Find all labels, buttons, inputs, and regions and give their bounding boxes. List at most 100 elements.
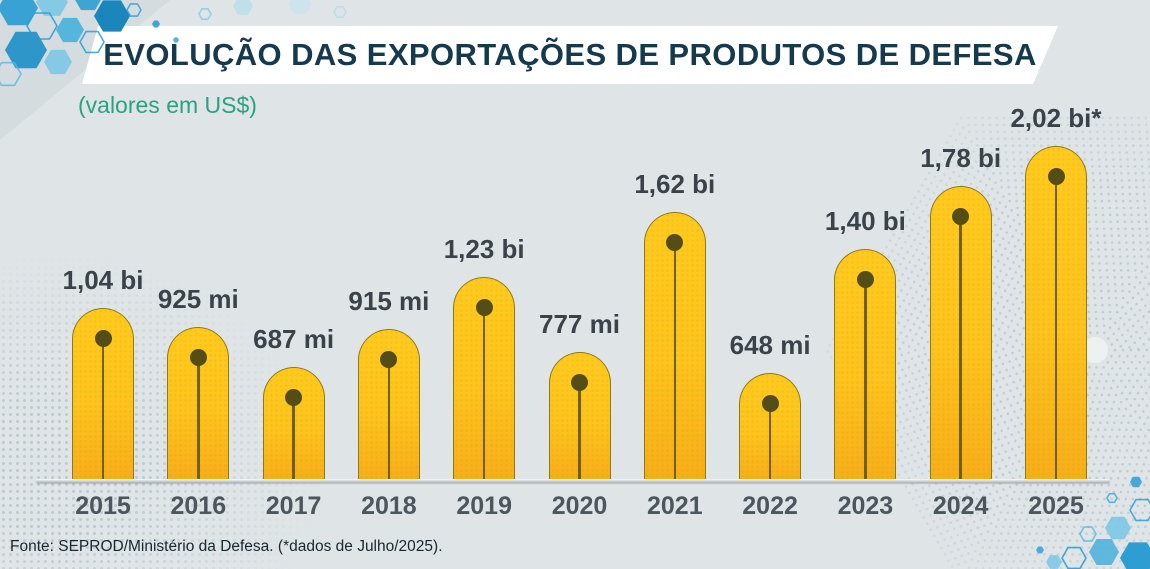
hexagon-icon — [26, 12, 58, 40]
bar-2023 — [834, 249, 897, 481]
hexagon-icon — [198, 8, 212, 21]
bar-group-2017: 687 mi — [234, 0, 354, 481]
x-axis-label: 2016 — [170, 492, 227, 520]
x-axis-label: 2019 — [456, 492, 512, 520]
bar-2016 — [167, 327, 230, 481]
pin-stem — [101, 339, 105, 481]
hexagon-icon — [1105, 516, 1131, 540]
bar-group-2025: 2,02 bi* — [996, 0, 1116, 481]
hexagon-icon — [1130, 476, 1142, 488]
x-axis-label: 2018 — [361, 492, 417, 520]
pin-marker-icon — [666, 234, 684, 251]
bar-2018 — [357, 329, 420, 481]
hexagon-icon — [56, 17, 84, 43]
bar-2019 — [453, 277, 516, 481]
title-banner: EVOLUÇÃO DAS EXPORTAÇÕES DE PRODUTOS DE … — [82, 26, 1058, 84]
bar-value-label: 2,02 bi* — [1010, 103, 1102, 133]
bar-group-2020: 777 mi — [520, 0, 640, 481]
bar-value-label: 1,04 bi — [62, 265, 144, 295]
hexagon-icon — [1079, 526, 1097, 542]
halftone-ring — [1017, 282, 1150, 418]
halftone-ring — [913, 192, 1150, 508]
pin-stem — [482, 308, 486, 481]
hexagon-icon — [288, 0, 312, 15]
pin-marker-icon — [380, 351, 398, 368]
page-title: EVOLUÇÃO DAS EXPORTAÇÕES DE PRODUTOS DE … — [103, 37, 1037, 72]
hexagon-icon — [1036, 546, 1044, 554]
pin-marker-icon — [952, 208, 970, 225]
halftone-ring — [1025, 289, 1150, 411]
pin-marker-icon — [761, 395, 779, 412]
bar-group-2016: 925 mi — [138, 0, 258, 481]
halftone-ring — [1049, 310, 1141, 390]
halftone-ring — [1073, 331, 1117, 369]
bar-group-2022: 648 mi — [710, 0, 830, 481]
bar-value-label: 1,62 bi — [634, 169, 716, 199]
chart-subtitle: (valores em US$) — [78, 92, 257, 118]
halftone-ring — [1009, 276, 1150, 425]
bar-value-label: 1,40 bi — [824, 206, 906, 236]
bar-2025 — [1025, 146, 1087, 481]
pin-stem — [197, 358, 200, 481]
bar-2021 — [643, 212, 706, 481]
x-axis-label: 2015 — [75, 492, 131, 520]
bar-group-2024: 1,78 bi — [901, 0, 1021, 481]
hexagon-icon — [0, 61, 22, 87]
bar-value-label: 648 mi — [729, 330, 811, 360]
hexagon-icon — [126, 3, 142, 17]
bar-group-2019: 1,23 bi — [424, 0, 544, 481]
hexagon-icon — [94, 0, 130, 32]
x-axis-label: 2023 — [837, 492, 894, 520]
hexagon-icon — [1046, 555, 1062, 569]
hexagon-icon — [44, 49, 72, 75]
halftone-ring — [985, 255, 1150, 445]
pin-marker-icon — [1047, 168, 1065, 185]
hexagon-icon — [75, 0, 101, 11]
halftone-ring — [1057, 317, 1133, 383]
bar-group-2023: 1,40 bi — [805, 0, 925, 481]
bar-value-label: 687 mi — [253, 324, 335, 354]
bar-2022 — [739, 373, 802, 481]
halftone-ring — [993, 262, 1150, 438]
hexagon-icon — [173, 37, 179, 43]
halftone-ring — [1001, 269, 1150, 432]
source-note: Fonte: SEPROD/Ministério da Defesa. (*da… — [10, 538, 443, 555]
hexagon-icon — [5, 31, 47, 69]
hexagon-icon — [1106, 492, 1118, 504]
pin-stem — [673, 243, 677, 481]
bar-value-label: 1,78 bi — [920, 143, 1002, 173]
pin-stem — [768, 404, 772, 481]
x-axis-label: 2021 — [646, 492, 703, 520]
bar-group-2015: 1,04 bi — [43, 0, 163, 481]
pin-stem — [292, 398, 295, 481]
bar-group-2021: 1,62 bi — [615, 0, 735, 481]
hexagon-icon — [79, 30, 105, 54]
hexagon-icon — [1129, 498, 1150, 522]
x-axis-label: 2022 — [742, 492, 798, 520]
hexagon-icon — [1061, 546, 1087, 569]
pin-stem — [387, 360, 391, 481]
pin-marker-icon — [189, 349, 207, 366]
pin-stem — [959, 217, 962, 481]
pin-marker-icon — [94, 330, 112, 347]
pin-stem — [864, 280, 867, 481]
x-axis-label: 2017 — [265, 492, 322, 520]
bar-value-label: 777 mi — [539, 309, 620, 339]
hexagon-icon — [333, 6, 347, 19]
bar-chart: 1,04 bi 925 mi 687 mi 915 mi 1,23 bi 777 mi 1,… — [43, 0, 1116, 481]
bar-2015 — [72, 308, 134, 481]
bar-2024 — [929, 186, 992, 481]
x-axis-label: 2024 — [932, 492, 989, 520]
bar-2017 — [262, 367, 325, 481]
bar-value-label: 925 mi — [157, 284, 239, 314]
x-axis-label: 2020 — [551, 492, 608, 520]
hexagon-icon — [1089, 539, 1119, 565]
bar-group-2018: 915 mi — [329, 0, 449, 481]
pin-marker-icon — [475, 299, 493, 316]
x-axis-label: 2025 — [1028, 492, 1084, 520]
x-axis-line — [36, 479, 1110, 483]
hexagon-icon — [36, 0, 68, 16]
hexagon-icon — [1120, 542, 1150, 569]
hexagon-cluster-top-left — [0, 0, 347, 87]
